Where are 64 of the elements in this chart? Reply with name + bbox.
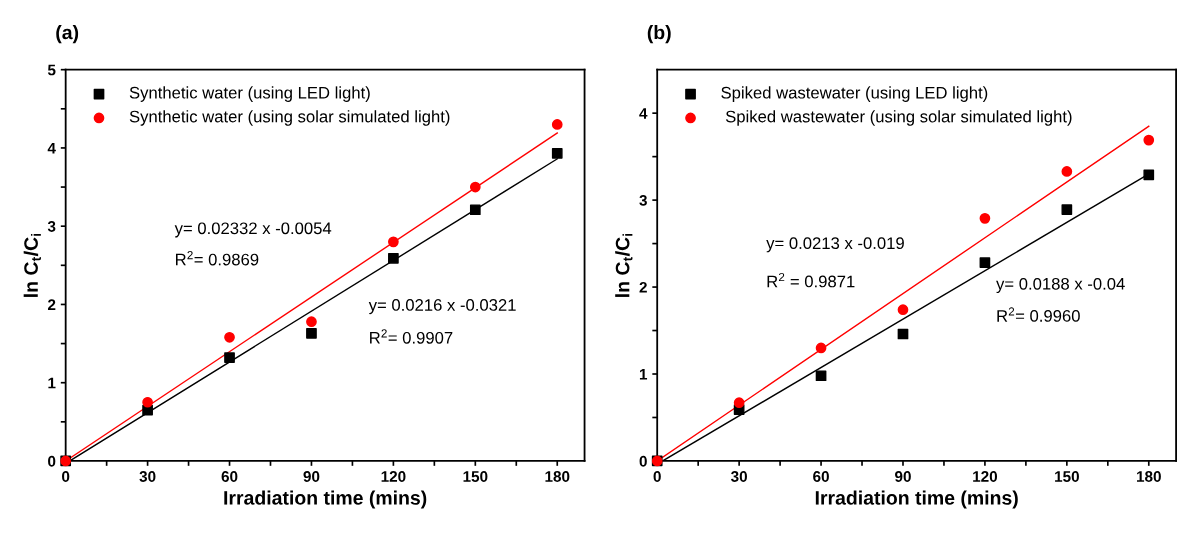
legend-label: Synthetic water (using LED light) — [129, 86, 370, 102]
point — [551, 119, 563, 130]
x-tick-label: 0 — [62, 471, 70, 482]
y-axis-title: ln C$_{t}$/C$_{i}$ — [23, 233, 41, 297]
y-tick-label: 4 — [47, 142, 56, 154]
point — [469, 204, 481, 216]
x-tick-label: 150 — [1055, 471, 1079, 482]
x-tick-label: 60 — [221, 471, 238, 482]
point — [815, 370, 827, 382]
point — [388, 236, 399, 248]
chart-title: (b) — [647, 25, 671, 44]
y-tick-label: 4 — [639, 108, 648, 119]
y-tick-label: 1 — [639, 369, 648, 380]
y-tick-label: 2 — [47, 299, 56, 310]
y-tick-label: 3 — [47, 221, 56, 232]
point — [388, 252, 399, 264]
annotation: y= 0.0213 x -0.019 — [766, 237, 904, 253]
annotation: y= 0.0188 x -0.04 — [996, 277, 1125, 294]
annotation: R$^{2}$= 0.9907 — [370, 329, 453, 344]
point — [1143, 134, 1155, 146]
legend-label: Spiked wastewater (using solar simulated light) — [725, 110, 1072, 126]
point — [1061, 204, 1073, 216]
x-tick-label: 60 — [813, 471, 829, 482]
point — [815, 342, 827, 354]
annotation: R$^{2}$= 0.9869 — [176, 250, 259, 266]
annotation: R$^{2}$= 0.9960 — [997, 307, 1080, 322]
y-axis-title: ln C$_{t}$/C$_{i}$ — [615, 233, 633, 297]
point — [142, 396, 153, 408]
annotation: y= 0.0216 x -0.0321 — [368, 299, 516, 315]
x-tick-label: 180 — [545, 471, 570, 482]
point — [469, 181, 481, 193]
point — [733, 397, 745, 409]
y-tick-label: 3 — [639, 194, 647, 206]
point — [224, 352, 235, 364]
x-tick-label: 120 — [973, 471, 998, 482]
point — [979, 257, 991, 269]
x-axis-title: Irradiation time (mins) — [815, 490, 1018, 509]
x-tick-label: 30 — [139, 471, 156, 482]
x-tick-label: 120 — [381, 471, 406, 482]
point — [224, 331, 235, 343]
y-tick-label: 0 — [639, 455, 647, 467]
annotation: y= 0.02332 x -0.0054 — [174, 222, 332, 238]
x-tick-label: 180 — [1137, 471, 1161, 482]
point — [306, 316, 317, 328]
point — [551, 148, 563, 159]
y-tick-label: 1 — [48, 377, 56, 389]
point — [1061, 166, 1073, 177]
annotation: R$^{2}$ = 0.9871 — [767, 272, 855, 288]
x-tick-label: 90 — [303, 471, 320, 482]
y-tick-label: 0 — [48, 455, 56, 467]
x-tick-label: 150 — [463, 471, 488, 482]
x-axis-title: Irradiation time (mins) — [224, 490, 427, 509]
point — [306, 328, 317, 339]
legend-label: Synthetic water (using solar simulated light) — [129, 110, 450, 126]
point — [1143, 169, 1155, 181]
point — [897, 304, 909, 316]
point — [979, 213, 991, 224]
x-tick-label: 90 — [895, 471, 911, 482]
y-tick-label: 2 — [639, 281, 647, 293]
x-tick-label: 30 — [730, 471, 747, 482]
x-tick-label: 0 — [653, 471, 661, 482]
legend-label: Spiked wastewater (using LED light) — [721, 86, 988, 102]
chart-title: (a) — [56, 25, 79, 44]
y-tick-label: 5 — [47, 64, 56, 76]
